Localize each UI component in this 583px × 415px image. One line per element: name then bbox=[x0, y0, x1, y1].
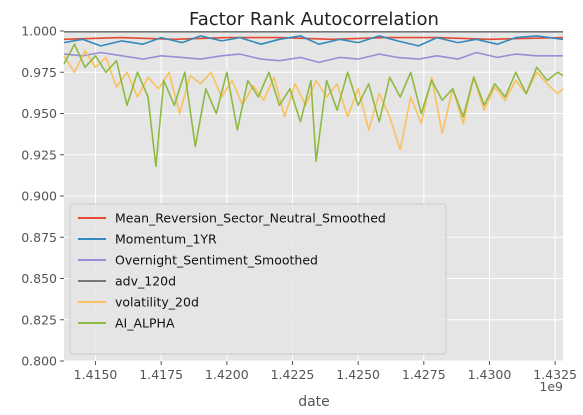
legend-label: adv_120d bbox=[115, 274, 176, 289]
x-tick-label: 1.4175 bbox=[139, 367, 183, 382]
series-line bbox=[63, 43, 564, 168]
y-tick-label: 0.850 bbox=[21, 271, 57, 286]
axis-ticks: 0.800 0.825 0.850 0.875 0.900 0.925 0.950 0.975… bbox=[21, 24, 577, 383]
series-line bbox=[63, 35, 564, 47]
x-tick-label: 1.4150 bbox=[74, 367, 118, 382]
x-tick-label: 1.4250 bbox=[336, 367, 380, 382]
legend-label: AI_ALPHA bbox=[115, 316, 175, 331]
y-tick-label: 0.800 bbox=[21, 354, 57, 369]
x-tick-label: 1.4275 bbox=[402, 367, 446, 382]
legend-box bbox=[69, 203, 447, 355]
y-tick-label: 0.825 bbox=[21, 312, 57, 327]
y-tick-label: 1.000 bbox=[21, 24, 57, 39]
y-tick-label: 0.875 bbox=[21, 230, 57, 245]
x-tick-label: 1.4200 bbox=[205, 367, 249, 382]
legend-label: Mean_Reversion_Sector_Neutral_Smoothed bbox=[115, 211, 386, 226]
x-tick-label: 1.4325 bbox=[533, 367, 577, 382]
y-tick-label: 0.950 bbox=[21, 106, 57, 121]
y-tick-label: 0.975 bbox=[21, 65, 57, 80]
legend-label: Momentum_1YR bbox=[115, 232, 217, 247]
series-line bbox=[63, 49, 564, 151]
x-tick-label: 1.4225 bbox=[271, 367, 315, 382]
y-tick-label: 0.900 bbox=[21, 189, 57, 204]
y-tick-label: 0.925 bbox=[21, 147, 57, 162]
legend: Mean_Reversion_Sector_Neutral_Smoothed Mo… bbox=[69, 203, 447, 355]
series-lines bbox=[63, 30, 564, 168]
series-line bbox=[63, 51, 563, 64]
legend-label: volatility_20d bbox=[115, 295, 199, 310]
x-tick-label: 1.4300 bbox=[468, 367, 512, 382]
x-axis-label: date bbox=[298, 394, 330, 410]
legend-label: Overnight_Sentiment_Smoothed bbox=[115, 253, 318, 268]
x-axis-offset-label: 1e9 bbox=[539, 379, 563, 394]
chart-title: Factor Rank Autocorrelation bbox=[189, 9, 439, 30]
